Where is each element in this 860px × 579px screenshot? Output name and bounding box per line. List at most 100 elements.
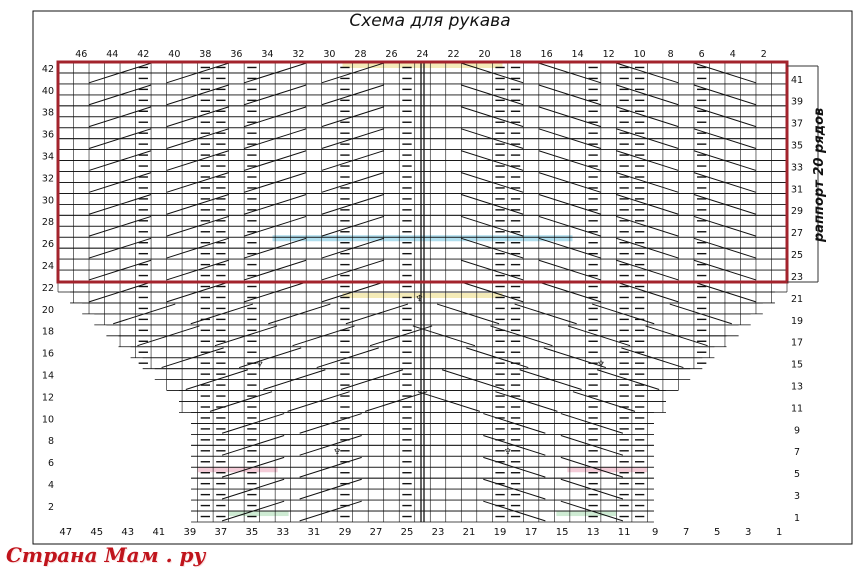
cable-crossing — [321, 259, 384, 281]
cable-crossing — [185, 369, 249, 390]
row-number-right: 33 — [791, 162, 803, 173]
cable-crossing — [621, 347, 684, 369]
cable-crossing — [693, 172, 757, 193]
column-number-bottom: 5 — [714, 527, 720, 538]
row-number-right: 39 — [791, 97, 803, 108]
decrease-symbol: ♆ — [597, 360, 605, 370]
column-number-bottom: 35 — [246, 527, 259, 538]
cable-crossing — [693, 62, 757, 84]
cable-crossing — [616, 106, 679, 128]
cable-crossing — [693, 215, 757, 237]
column-number-bottom: 9 — [652, 527, 658, 538]
cable-crossing — [243, 128, 307, 150]
row-number-left: 32 — [42, 173, 54, 184]
cable-crossing — [243, 259, 307, 281]
cable-crossing — [461, 281, 524, 303]
cable-crossing — [483, 478, 546, 500]
cable-crossing — [88, 128, 152, 150]
column-number-bottom: 33 — [277, 527, 290, 538]
cable-crossing — [519, 369, 582, 390]
highlight-green-band — [228, 511, 289, 517]
cable-crossing — [321, 84, 384, 106]
cable-crossing — [299, 434, 362, 456]
cable-crossing — [299, 478, 362, 500]
cable-crossing — [221, 413, 285, 434]
column-number-top: 6 — [699, 49, 705, 60]
chart-title: Схема для рукава — [349, 11, 511, 31]
cable-crossing — [436, 303, 500, 325]
cable-crossing — [299, 413, 362, 434]
cable-crossing — [221, 434, 285, 456]
column-number-top: 26 — [385, 49, 397, 60]
cable-crossing — [538, 259, 602, 281]
cable-crossing — [412, 325, 476, 347]
column-number-bottom: 31 — [308, 527, 321, 538]
cable-crossing — [483, 434, 546, 456]
cable-crossing — [572, 391, 636, 412]
cable-crossing — [669, 303, 732, 325]
cable-crossing — [596, 369, 660, 390]
column-number-bottom: 27 — [370, 527, 383, 538]
column-number-bottom: 41 — [152, 527, 165, 538]
cable-crossing — [483, 500, 546, 522]
cable-crossing — [461, 106, 524, 128]
cable-crossing — [616, 62, 679, 84]
cable-crossing — [441, 369, 505, 390]
cable-crossing — [616, 150, 679, 171]
cable-crossing — [88, 215, 152, 237]
cable-crossing — [243, 281, 307, 303]
column-number-top: 32 — [292, 49, 304, 60]
cable-crossing — [166, 172, 229, 193]
cable-crossing — [538, 281, 602, 303]
cable-crossing — [538, 128, 602, 150]
row-number-right: 37 — [791, 119, 803, 130]
cable-crossing — [299, 500, 362, 522]
cable-crossing — [490, 325, 553, 347]
row-number-right: 29 — [791, 206, 803, 217]
row-number-right: 27 — [791, 228, 803, 239]
cable-crossing — [166, 215, 229, 237]
cable-crossing — [263, 369, 326, 390]
cable-crossing — [538, 84, 602, 106]
cable-crossing — [137, 325, 200, 347]
cable-crossing — [292, 325, 355, 347]
highlight-green-band-2 — [556, 511, 617, 517]
color-highlights — [197, 63, 648, 517]
row-number-left: 42 — [42, 64, 54, 75]
cable-crossing — [538, 106, 602, 128]
cable-crossing — [166, 128, 229, 150]
row-number-left: 10 — [42, 414, 54, 425]
column-number-bottom: 15 — [556, 527, 569, 538]
cable-crossing — [321, 62, 384, 84]
cable-crossing — [299, 456, 362, 478]
cable-crossing — [461, 150, 524, 171]
cable-crossing — [616, 215, 679, 237]
row-number-left: 14 — [42, 371, 54, 382]
cable-crossing — [514, 303, 577, 325]
cable-crossing — [239, 347, 302, 369]
column-number-bottom: 11 — [618, 527, 631, 538]
cable-crossing — [538, 194, 602, 215]
cable-crossing — [693, 128, 757, 150]
row-number-right: 31 — [791, 184, 803, 195]
row-number-right: 21 — [791, 294, 803, 305]
column-number-top: 10 — [634, 49, 646, 60]
cable-crossing — [616, 259, 679, 281]
column-number-top: 46 — [75, 49, 87, 60]
highlight-blue-band — [272, 235, 573, 242]
row-number-right: 13 — [791, 381, 803, 392]
cable-crossing — [243, 62, 307, 84]
cable-crossing — [560, 478, 624, 500]
cable-crossing — [243, 106, 307, 128]
cable-crossing — [538, 172, 602, 193]
cable-crossing — [243, 194, 307, 215]
column-number-bottom: 23 — [432, 527, 445, 538]
cable-crossing — [538, 215, 602, 237]
cable-crossing — [483, 413, 546, 434]
cable-crossing — [243, 172, 307, 193]
row-number-left: 40 — [42, 86, 54, 97]
cable-crossing — [88, 194, 152, 215]
cable-crossing — [166, 259, 229, 281]
row-number-left: 30 — [42, 195, 54, 206]
